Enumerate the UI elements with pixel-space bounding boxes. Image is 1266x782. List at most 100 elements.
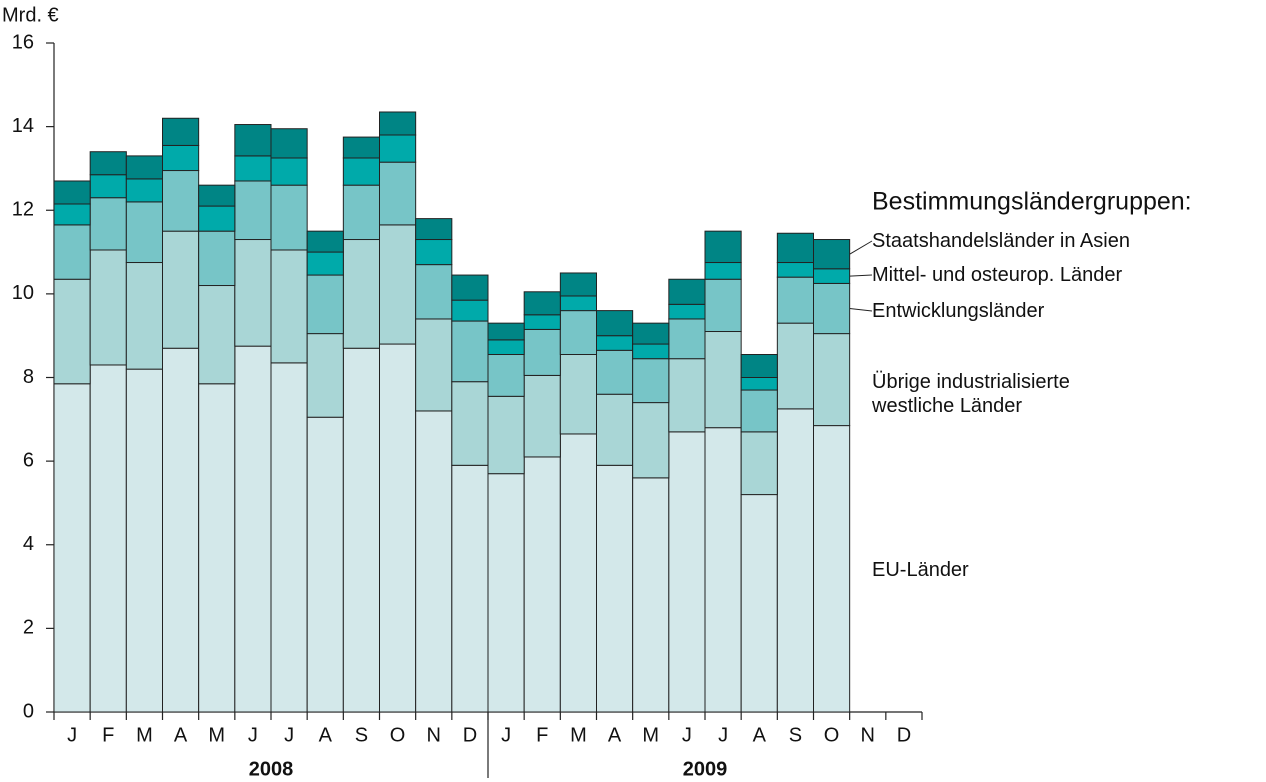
legend-leader	[849, 308, 873, 312]
bar-segment	[776, 232, 814, 264]
bar-segment	[162, 170, 200, 232]
bar-segment	[198, 184, 236, 207]
year-label: 2009	[683, 758, 728, 780]
bar-segment	[776, 262, 814, 278]
bar-segment	[53, 180, 91, 205]
bar-segment	[53, 383, 91, 713]
bar-segment	[559, 295, 597, 312]
x-tick-label: J	[718, 724, 728, 746]
bar-segment	[342, 136, 381, 159]
bar-segment	[451, 464, 489, 713]
bar-segment	[704, 331, 742, 429]
bar-segment	[523, 328, 561, 376]
bar-segment	[198, 205, 236, 232]
bar-segment	[162, 117, 200, 146]
x-tick-label: A	[753, 724, 767, 746]
bar-segment	[415, 410, 453, 713]
bar-segment	[704, 278, 742, 333]
bar-segment	[415, 318, 453, 412]
bar-segment	[813, 268, 851, 284]
x-tick-label: D	[463, 724, 477, 746]
bar-segment	[704, 262, 742, 280]
bar-segment	[487, 354, 525, 397]
bar-segment	[234, 345, 272, 713]
bar-segment	[342, 239, 381, 349]
bar-segment	[198, 383, 236, 713]
bar-segment	[668, 318, 706, 360]
bar-segment	[89, 364, 127, 713]
bar-segment	[270, 249, 308, 364]
bar-segment	[632, 477, 670, 713]
legend-title: Bestimmungsländergruppen:	[872, 188, 1192, 216]
bar-segment	[125, 262, 164, 370]
y-tick-label: 12	[12, 199, 34, 221]
bar-segment	[559, 354, 597, 435]
bar-segment	[342, 184, 381, 241]
bar-segment	[415, 239, 453, 266]
x-tick-label: S	[355, 724, 368, 746]
bar-segment	[668, 278, 706, 305]
legend-label: EU-Länder	[872, 559, 969, 581]
x-tick-label: M	[642, 724, 659, 746]
bar-segment	[342, 157, 381, 186]
bar-segment	[632, 322, 670, 345]
bar-segment	[89, 197, 127, 251]
legend-label: Entwicklungsländer	[872, 300, 1045, 322]
x-tick-label: M	[136, 724, 153, 746]
bar-segment	[813, 282, 851, 335]
bar-segment	[379, 343, 417, 713]
bar-segment	[487, 473, 525, 713]
bar-segment	[125, 368, 164, 713]
x-tick-label: S	[789, 724, 802, 746]
bar-segment	[53, 203, 91, 226]
x-tick-label: F	[102, 724, 114, 746]
bar-segment	[813, 333, 851, 427]
bar-segment	[776, 276, 814, 324]
bar-segment	[306, 230, 344, 253]
bar-segment	[234, 155, 272, 182]
y-tick-label: 6	[23, 449, 34, 471]
bar-segment	[632, 343, 670, 360]
bar-segment	[596, 393, 634, 466]
bar-segment	[559, 310, 597, 356]
bar-segment	[89, 151, 127, 176]
bar-segment	[487, 395, 525, 475]
bar-segment	[234, 180, 272, 241]
bar-segment	[740, 431, 778, 496]
bar-segment	[740, 389, 778, 433]
bar-segment	[234, 239, 272, 347]
legend-leader	[849, 240, 873, 255]
y-tick-label: 4	[23, 533, 34, 555]
bar-segment	[125, 201, 164, 264]
y-unit-label: Mrd. €	[2, 4, 59, 26]
x-tick-label: A	[319, 724, 333, 746]
bar-segment	[596, 335, 634, 351]
x-tick-label: M	[570, 724, 587, 746]
bar-segment	[668, 303, 706, 320]
bar-segment	[234, 124, 272, 157]
x-tick-label: F	[536, 724, 548, 746]
bar-segment	[162, 230, 200, 349]
x-tick-label: O	[824, 724, 840, 746]
bar-segment	[270, 157, 308, 186]
bar-segment	[89, 249, 127, 366]
x-tick-label: O	[390, 724, 406, 746]
bar-segment	[89, 174, 127, 199]
bar-segment	[379, 111, 417, 136]
bar-segment	[415, 218, 453, 241]
bar-segment	[523, 291, 561, 316]
x-tick-label: D	[897, 724, 911, 746]
bar-segment	[162, 347, 200, 713]
bar-segment	[487, 322, 525, 341]
bar-segment	[451, 299, 489, 322]
bar-segment	[523, 456, 561, 713]
y-tick-label: 8	[23, 366, 34, 388]
bar-segment	[379, 134, 417, 163]
bar-segment	[379, 161, 417, 226]
bar-segment	[596, 349, 634, 395]
x-tick-label: J	[284, 724, 294, 746]
x-tick-label: N	[427, 724, 441, 746]
bar-segment	[740, 354, 778, 378]
